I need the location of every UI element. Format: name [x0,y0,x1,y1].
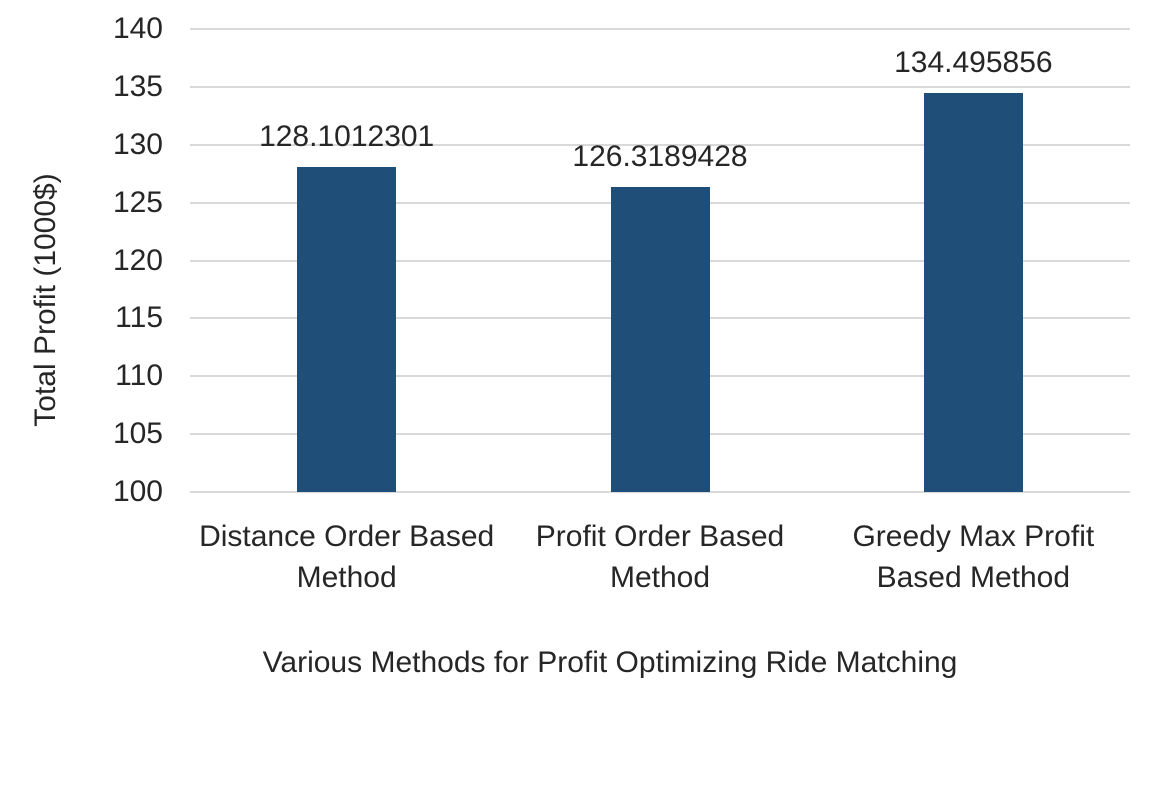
category-label-line: Greedy Max Profit [852,520,1095,553]
gridline [190,85,1130,88]
y-axis-tick-label: 140 [112,12,163,45]
y-axis-tick-label: 100 [112,475,163,508]
y-axis-tick-label: 105 [112,417,163,451]
gridline [190,491,1130,493]
x-axis-category-label-3: Greedy Max Profit Based Method [808,516,1138,598]
category-label-line: Method [296,561,397,594]
data-label-3: 134.495856 [894,45,1053,79]
y-axis-title: Total Profit (1000$) [29,173,62,427]
gridline [190,143,1130,146]
x-axis-category-label-2: Profit Order Based Method [495,516,825,598]
x-axis-title: Various Methods for Profit Optimizing Ri… [262,646,958,679]
bar-2 [610,187,710,492]
category-label-line: Method [609,561,711,594]
y-axis-tick-label: 125 [112,185,163,219]
category-label-line: Distance Order Based [199,520,495,553]
category-label-line: Profit Order Based [535,520,785,553]
gridline [190,28,1130,30]
data-label-1: 128.1012301 [259,119,435,153]
category-label-line: Based Method [876,561,1071,594]
data-label-2: 126.3189428 [572,140,748,174]
x-axis-category-label-1: Distance Order Based Method [182,516,512,598]
bar-3 [923,92,1023,492]
y-axis-tick-label: 135 [112,69,163,103]
y-axis-tick-label: 115 [115,301,163,335]
y-axis-tick-label: 110 [115,359,163,393]
bar-1 [297,166,397,492]
y-axis-tick-label: 130 [112,127,163,161]
y-axis-tick-label: 120 [112,243,163,277]
